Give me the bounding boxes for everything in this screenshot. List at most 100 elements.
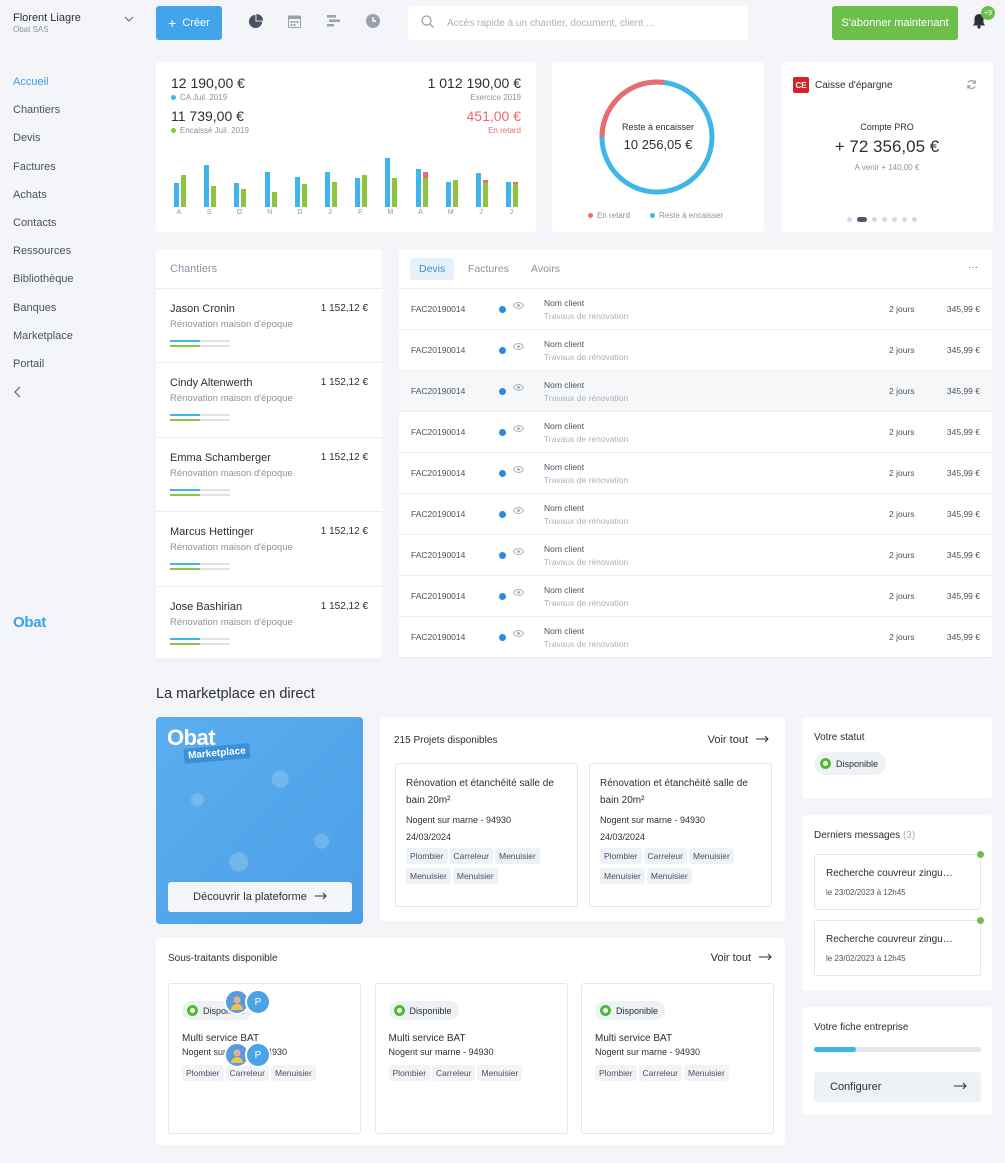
carousel-dot[interactable] xyxy=(872,217,877,222)
table-row[interactable]: FAC20190014 Nom client Travaux de rénovati… xyxy=(399,289,992,330)
eye-icon[interactable] xyxy=(512,588,525,598)
sidebar-item-chantiers[interactable]: Chantiers xyxy=(13,104,61,117)
projects-voir-tout[interactable]: Voir tout xyxy=(708,734,769,746)
bar-retard xyxy=(513,181,519,185)
sidebar-item-contacts[interactable]: Contacts xyxy=(13,216,57,229)
message-item[interactable]: Recherche couvreur zingu… le 23/02/2023 à… xyxy=(814,917,984,976)
planning-icon[interactable] xyxy=(327,14,340,30)
eye-icon[interactable] xyxy=(512,301,525,311)
carousel-dot[interactable] xyxy=(892,217,897,222)
table-row[interactable]: FAC20190014 Nom client Travaux de rénovati… xyxy=(399,453,992,494)
refresh-icon[interactable] xyxy=(966,79,977,93)
eye-icon[interactable] xyxy=(512,547,525,557)
chantier-amount: 1 152,12 € xyxy=(320,600,368,612)
table-row[interactable]: FAC20190014 Nom client Travaux de rénovati… xyxy=(399,371,992,412)
progress-fill xyxy=(170,419,200,422)
encaisse-legend: Encaissé Juil. 2019 xyxy=(171,126,249,135)
create-button[interactable]: + Créer xyxy=(156,6,222,40)
doc-delay: 2 jours xyxy=(889,468,915,478)
status-dot-icon xyxy=(499,429,506,436)
carousel-dot[interactable] xyxy=(902,217,907,222)
chantier-item[interactable]: Jason Cronin 1 152,12 € Rénovation maison … xyxy=(156,289,382,364)
status-dot-icon xyxy=(499,470,506,477)
carousel-dots[interactable] xyxy=(847,213,922,225)
sidebar-item-portail[interactable]: Portail xyxy=(13,357,45,370)
sidebar-item-bibliotheque[interactable]: Bibliothèque xyxy=(13,273,74,286)
legend-retard-dot xyxy=(588,213,593,218)
subs-voir-tout[interactable]: Voir tout xyxy=(711,952,772,964)
project-tags: Plombier Carreleur MenuisierMenuisier Menui… xyxy=(406,848,567,888)
ca-label: CA Juil. 2019 xyxy=(180,93,228,102)
chevron-down-icon[interactable] xyxy=(124,14,134,25)
table-row[interactable]: FAC20190014 Nom client Travaux de rénovati… xyxy=(399,576,992,617)
table-row[interactable]: FAC20190014 Nom client Travaux de rénovati… xyxy=(399,412,992,453)
subcontractor-tags: Plombier Carreleur Menuisier xyxy=(388,1065,549,1085)
voir-tout-label: Voir tout xyxy=(707,734,748,746)
eye-icon[interactable] xyxy=(512,342,525,352)
subcontractor-tags: Plombier Carreleur Menuisier xyxy=(595,1065,755,1085)
search-input[interactable] xyxy=(447,17,727,29)
create-label: Créer xyxy=(182,17,210,29)
collapse-sidebar-icon[interactable] xyxy=(14,385,22,401)
sidebar-item-factures[interactable]: Factures xyxy=(13,160,56,173)
search-bar[interactable] xyxy=(408,6,748,40)
carousel-dot[interactable] xyxy=(882,217,887,222)
tab-avoirs[interactable]: Avoirs xyxy=(531,263,560,275)
status-value: Disponible xyxy=(836,758,879,769)
subcontractors-card: Sous-traitants disponible Voir tout Disp… xyxy=(156,938,785,1145)
tag: Menuisier xyxy=(477,1065,523,1081)
project-card[interactable]: Rénovation et étanchéité salle de bain 2… xyxy=(589,763,772,907)
avatar-letter[interactable]: P xyxy=(245,1042,271,1068)
avatar-letter[interactable]: P xyxy=(245,989,271,1015)
table-row[interactable]: FAC20190014 Nom client Travaux de rénovati… xyxy=(399,330,992,371)
doc-ref: FAC20190014 xyxy=(411,345,466,355)
sidebar-item-achats[interactable]: Achats xyxy=(13,188,47,201)
sidebar-item-accueil[interactable]: Accueil xyxy=(13,76,49,88)
month-label: M xyxy=(387,209,394,216)
doc-desc: Travaux de rénovation xyxy=(544,311,629,321)
user-name: Florent Liagre xyxy=(13,12,81,24)
carousel-dot[interactable] xyxy=(847,217,852,222)
subscribe-button[interactable]: S'abonner maintenant xyxy=(832,6,958,40)
eye-icon[interactable] xyxy=(512,383,525,393)
sidebar-item-ressources[interactable]: Ressources xyxy=(13,245,72,258)
status-pill[interactable]: Disponible xyxy=(814,752,887,775)
eye-icon[interactable] xyxy=(512,465,525,475)
tab-devis[interactable]: Devis xyxy=(410,258,455,280)
message-text: Recherche couvreur zingu… xyxy=(826,868,953,879)
discover-platform-button[interactable]: Découvrir la plateforme xyxy=(168,882,352,912)
carousel-dot-active[interactable] xyxy=(857,217,867,222)
sidebar-item-devis[interactable]: Devis xyxy=(13,132,41,145)
configure-button[interactable]: Configurer xyxy=(814,1072,981,1102)
doc-price: 345,99 € xyxy=(946,509,980,519)
more-icon[interactable]: ··· xyxy=(968,262,978,273)
table-row[interactable]: FAC20190014 Nom client Travaux de rénovati… xyxy=(399,617,992,658)
message-item[interactable]: Recherche couvreur zingu… le 23/02/2023 à… xyxy=(814,851,984,910)
month-label: A xyxy=(176,209,182,216)
sidebar-item-banques[interactable]: Banques xyxy=(13,301,57,314)
tab-factures[interactable]: Factures xyxy=(468,263,509,275)
carousel-dot[interactable] xyxy=(912,217,917,222)
bar-encaisse xyxy=(513,184,519,207)
chantier-item[interactable]: Cindy Altenwerth 1 152,12 € Rénovation mai… xyxy=(156,363,382,438)
sidebar-item-marketplace[interactable]: Marketplace xyxy=(13,329,73,342)
user-menu[interactable]: Florent Liagre Obat SAS xyxy=(13,12,81,34)
project-card[interactable]: Rénovation et étanchéité salle de bain 2… xyxy=(395,763,578,907)
pie-chart-icon[interactable] xyxy=(248,14,263,32)
clock-icon[interactable] xyxy=(366,14,380,31)
chantier-item[interactable]: Jose Bashirian 1 152,12 € Rénovation maiso… xyxy=(156,587,382,661)
status-dot-icon xyxy=(499,634,506,641)
chantier-item[interactable]: Marcus Hettinger 1 152,12 € Rénovation mai… xyxy=(156,512,382,587)
bar-ca xyxy=(355,177,361,207)
doc-client: Nom client xyxy=(544,503,585,513)
chantier-item[interactable]: Emma Schamberger 1 152,12 € Rénovation mai… xyxy=(156,438,382,513)
table-row[interactable]: FAC20190014 Nom client Travaux de rénovati… xyxy=(399,535,992,576)
eye-icon[interactable] xyxy=(512,506,525,516)
eye-icon[interactable] xyxy=(512,424,525,434)
calendar-icon[interactable] xyxy=(288,14,301,31)
table-row[interactable]: FAC20190014 Nom client Travaux de rénovati… xyxy=(399,494,992,535)
eye-icon[interactable] xyxy=(512,629,525,639)
